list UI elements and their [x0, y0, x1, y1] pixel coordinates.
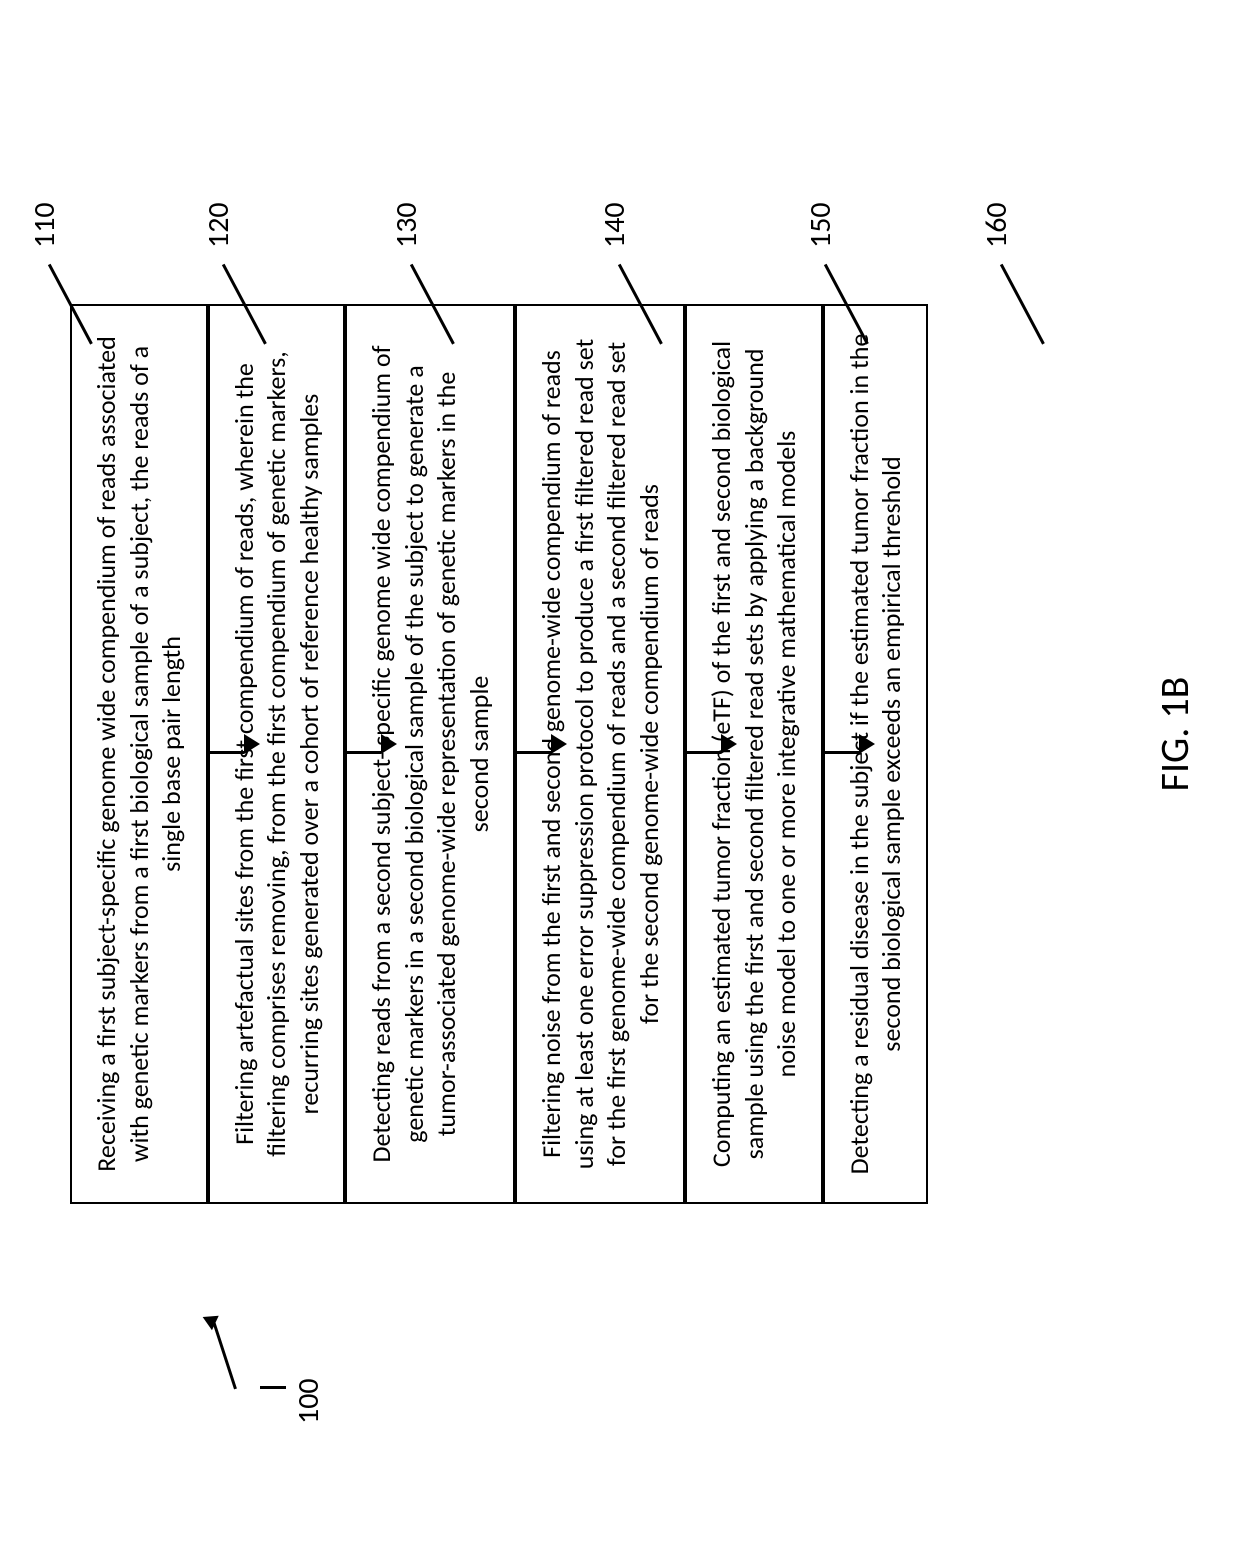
ref-120: 120: [200, 202, 237, 248]
ref-140: 140: [596, 202, 633, 248]
step-150-text: Computing an estimated tumor fraction (e…: [705, 341, 802, 1167]
step-150: Computing an estimated tumor fraction (e…: [685, 304, 823, 1204]
step-110: Receiving a first subject-specific genom…: [70, 304, 208, 1204]
step-140: Filtering noise from the first and secon…: [515, 304, 685, 1204]
ref-110: 110: [26, 202, 63, 248]
step-160: Detecting a residual disease in the subj…: [823, 304, 928, 1204]
step-130-text: Detecting reads from a second subject- s…: [365, 345, 495, 1162]
flowchart: Receiving a first subject-specific genom…: [70, 264, 928, 1244]
step-140-text: Filtering noise from the first and secon…: [535, 339, 665, 1170]
ref-150: 150: [802, 202, 839, 248]
leader-160: [1000, 264, 1044, 345]
step-160-text: Detecting a residual disease in the subj…: [843, 334, 908, 1175]
step-110-text: Receiving a first subject-specific genom…: [90, 336, 187, 1171]
ref-100-leader-2: [212, 1322, 236, 1389]
step-120-text: Filtering artefactual sites from the fir…: [228, 351, 325, 1157]
ref-160: 160: [978, 202, 1015, 248]
ref-100-leader-1: [260, 1387, 286, 1390]
step-130: Detecting reads from a second subject- s…: [345, 304, 515, 1204]
step-120: Filtering artefactual sites from the fir…: [208, 304, 346, 1204]
ref-100-label: 100: [290, 1378, 327, 1424]
figure-caption: FIG. 1B: [1150, 604, 1199, 864]
rotated-surface: 100 Receiving a first subject-specific g…: [0, 0, 1240, 1544]
ref-130: 130: [388, 202, 425, 248]
